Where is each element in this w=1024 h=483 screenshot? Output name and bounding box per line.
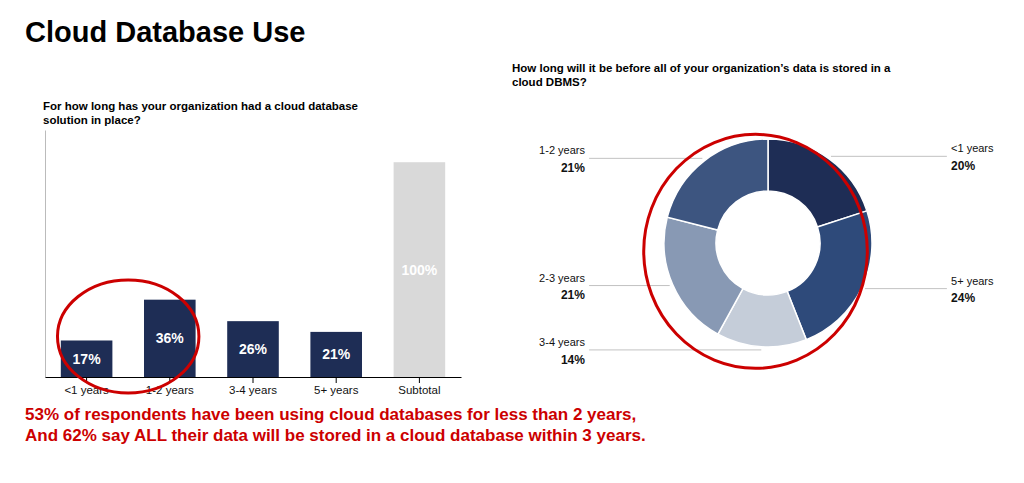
leader-line	[865, 288, 947, 289]
chart-root: Cloud Database Use For how long has your …	[0, 0, 1024, 483]
data-label: 36%	[156, 330, 185, 346]
x-tick-label: 3-4 years	[229, 384, 277, 396]
title: Cloud Database Use	[25, 16, 305, 48]
bar	[310, 332, 362, 377]
bar-question-line: For how long has your organization had a…	[43, 100, 358, 112]
y-axis-line	[45, 131, 46, 378]
bar	[61, 340, 113, 377]
slice-value: 24%	[951, 291, 975, 305]
x-tick: Subtotal	[398, 377, 440, 396]
data-label: 21%	[322, 346, 351, 362]
x-tick: 1-2 years	[146, 377, 194, 396]
x-tick-label: Subtotal	[398, 384, 440, 396]
slice-category: 2-3 years	[539, 272, 585, 284]
x-tick-mark	[336, 377, 337, 383]
slice-category: 1-2 years	[539, 144, 585, 156]
bars	[61, 162, 445, 377]
x-tick: 5+ years	[314, 377, 359, 396]
donut-question-line: cloud DBMS?	[512, 76, 587, 88]
data-label: 26%	[239, 341, 268, 357]
slice-labels: <1 years 20% 5+ years 24% 3-4 years 14% 2-3 ye…	[539, 142, 994, 366]
highlight-ellipse	[644, 134, 868, 368]
x-axis: <1 years 1-2 years 3-4 years 5+ years Subtot…	[46, 377, 462, 396]
slice-value: 21%	[561, 288, 585, 302]
highlight-ellipse	[57, 280, 198, 393]
donut-question-line: How long will it be before all of your o…	[512, 62, 891, 74]
bar	[394, 162, 446, 377]
footer-annotation-line: 53% of respondents have been using cloud…	[25, 405, 636, 424]
slice-category: 5+ years	[951, 275, 994, 287]
x-tick: 3-4 years	[229, 377, 277, 396]
slices	[664, 139, 872, 347]
donut-question: How long will it be before all of your o…	[512, 62, 891, 88]
x-tick-label: 5+ years	[314, 384, 359, 396]
x-tick-mark	[419, 377, 420, 383]
slice	[664, 217, 743, 334]
leader-line	[589, 285, 670, 286]
slice	[787, 211, 872, 340]
bar	[227, 321, 279, 377]
slice-category: 3-4 years	[539, 336, 585, 348]
bar-question: For how long has your organization had a…	[43, 100, 358, 126]
slice-value: 14%	[561, 353, 585, 367]
bar-chart: Cloud Database Use For how long has your …	[25, 16, 646, 445]
leader-line	[589, 349, 761, 350]
slice	[667, 139, 768, 230]
slice-value: 21%	[561, 161, 585, 175]
x-tick: <1 years	[64, 377, 109, 396]
donut-chart: How long will it be before all of your o…	[512, 62, 994, 368]
footer-annotation-line: And 62% say ALL their data will be store…	[25, 426, 646, 445]
data-label: 100%	[401, 262, 437, 278]
y-axis	[45, 131, 46, 378]
bar-question-line: solution in place?	[43, 114, 141, 126]
x-tick-mark	[253, 377, 254, 383]
slice-category: <1 years	[951, 142, 994, 154]
data-label: 17%	[73, 351, 102, 367]
leader-line	[831, 156, 947, 157]
footer-annotation: 53% of respondents have been using cloud…	[25, 405, 646, 445]
slice-value: 20%	[951, 159, 975, 173]
data-labels: 17% 36% 26% 21% 100%	[73, 262, 438, 367]
